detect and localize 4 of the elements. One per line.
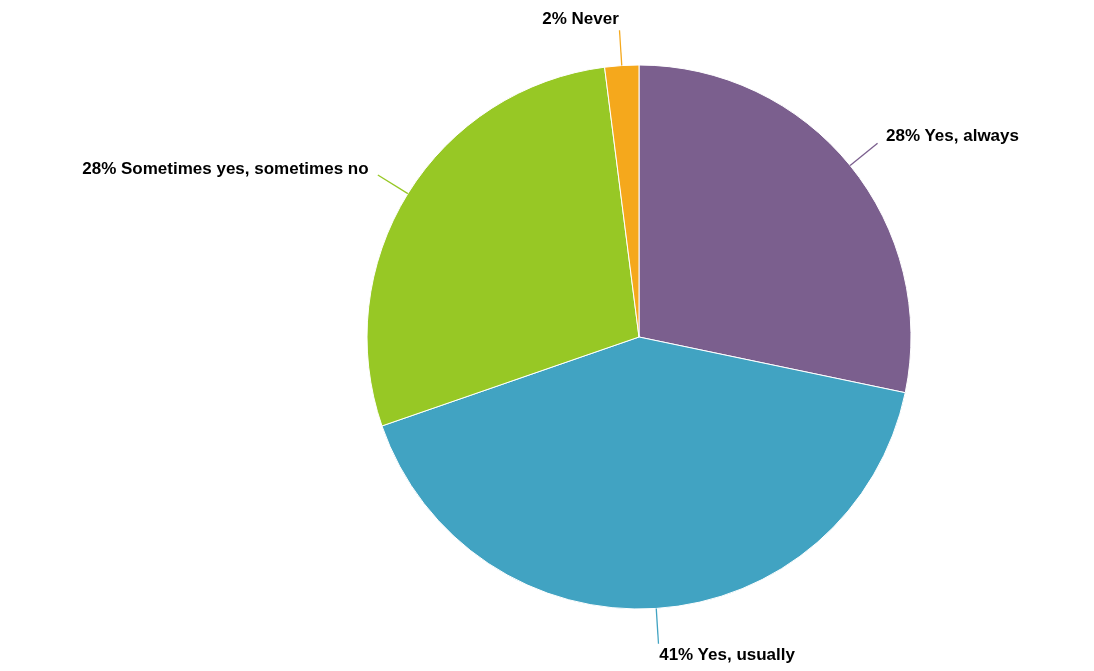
slice-label: 2% Never — [542, 9, 620, 29]
slice-label: 41% Yes, usually — [659, 644, 796, 664]
slice-label: 28% Sometimes yes, sometimes no — [82, 159, 369, 179]
slice-label: 28% Yes, always — [886, 126, 1019, 146]
